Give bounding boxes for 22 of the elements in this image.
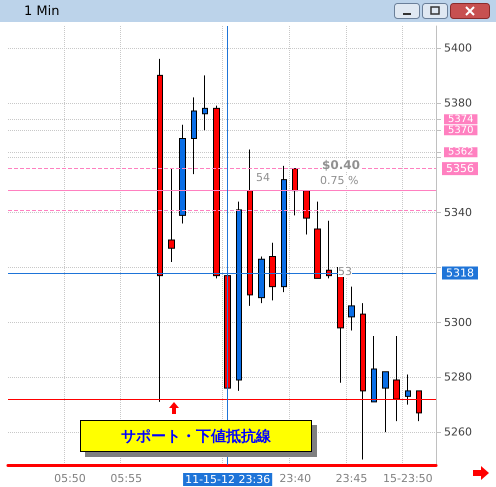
y-tick-label: 5380 [444, 96, 472, 110]
y-tick-label: 5374 [448, 114, 474, 125]
x-tick-label: 11-15-12 23:36 [185, 473, 270, 486]
y-tick-label: 5260 [444, 426, 472, 439]
x-tick-label: 23:40 [279, 472, 312, 485]
x-tick-label: 05:55 [110, 472, 142, 485]
x-tick-label: 05:50 [54, 472, 86, 485]
y-tick-label: 5340 [444, 206, 472, 220]
y-tick-label: 5280 [444, 370, 472, 384]
x-tick-label: 15-23:50 [383, 472, 433, 485]
y-tick-label: 5362 [448, 146, 474, 158]
ref-line-label: 5318 [446, 266, 474, 280]
y-tick-label: 5370 [448, 124, 474, 136]
annotation: $0.40 [322, 158, 360, 172]
y-tick-label: 5300 [444, 316, 472, 329]
x-tick-label: 23:45 [336, 472, 368, 485]
annotation: 54 [256, 171, 270, 184]
ref-line-label: 5356 [446, 162, 474, 176]
y-tick-label: 5400 [444, 41, 472, 54]
annotation: 0.75 % [320, 174, 358, 187]
chart-title: 1 Min [24, 4, 60, 18]
annotation: 53 [338, 265, 352, 278]
